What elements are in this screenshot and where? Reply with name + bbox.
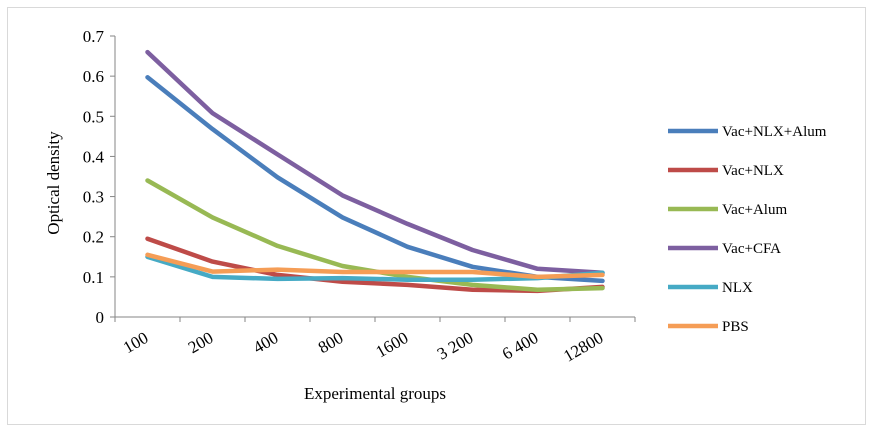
legend-label: NLX (722, 280, 753, 296)
x-tick-label: 200 (185, 328, 217, 357)
y-tick-label: 0.3 (83, 188, 104, 207)
y-tick-label: 0.6 (83, 67, 104, 86)
line-chart: 0 0.1 0.2 0.3 0.4 0.5 0.6 0.7 100 200 400 800 1600 3… (44, 27, 827, 403)
legend-label: PBS (722, 319, 749, 335)
y-tick-label: 0.4 (83, 147, 105, 166)
y-tick-label: 0.5 (83, 107, 104, 126)
y-tick-label: 0.2 (83, 228, 104, 247)
series-line (145, 254, 605, 282)
legend-label: Vac+Alum (722, 202, 787, 218)
x-axis-title: Experimental groups (304, 384, 446, 403)
series-line (145, 252, 605, 280)
series-lines (145, 49, 605, 294)
series-line (145, 236, 605, 294)
x-axis: 100 200 400 800 1600 3 200 6 400 12800 (114, 316, 636, 366)
y-tick-label: 0 (96, 308, 105, 327)
legend-label: Vac+CFA (722, 241, 781, 257)
x-tick-label: 3 200 (434, 328, 477, 364)
legend-label: Vac+NLX+Alum (722, 124, 827, 140)
x-tick-label: 400 (250, 328, 282, 357)
chart-area: 0 0.1 0.2 0.3 0.4 0.5 0.6 0.7 100 200 400 800 1600 3… (7, 7, 866, 425)
legend: Vac+NLX+Alum Vac+NLX Vac+Alum Vac+CFA NLX PBS (668, 124, 827, 335)
series-line (145, 49, 605, 276)
y-axis-title: Optical density (44, 131, 63, 235)
y-tick-label: 0.1 (83, 268, 104, 287)
x-tick-label: 12800 (560, 328, 606, 366)
x-tick-label: 1600 (373, 328, 412, 361)
x-tick-label: 800 (315, 328, 347, 357)
legend-label: Vac+NLX (722, 163, 784, 179)
y-tick-label: 0.7 (83, 27, 105, 46)
y-axis: 0 0.1 0.2 0.3 0.4 0.5 0.6 0.7 (83, 27, 116, 327)
x-tick-label: 6 400 (499, 328, 542, 364)
series-line (145, 75, 605, 284)
x-tick-label: 100 (120, 328, 152, 357)
